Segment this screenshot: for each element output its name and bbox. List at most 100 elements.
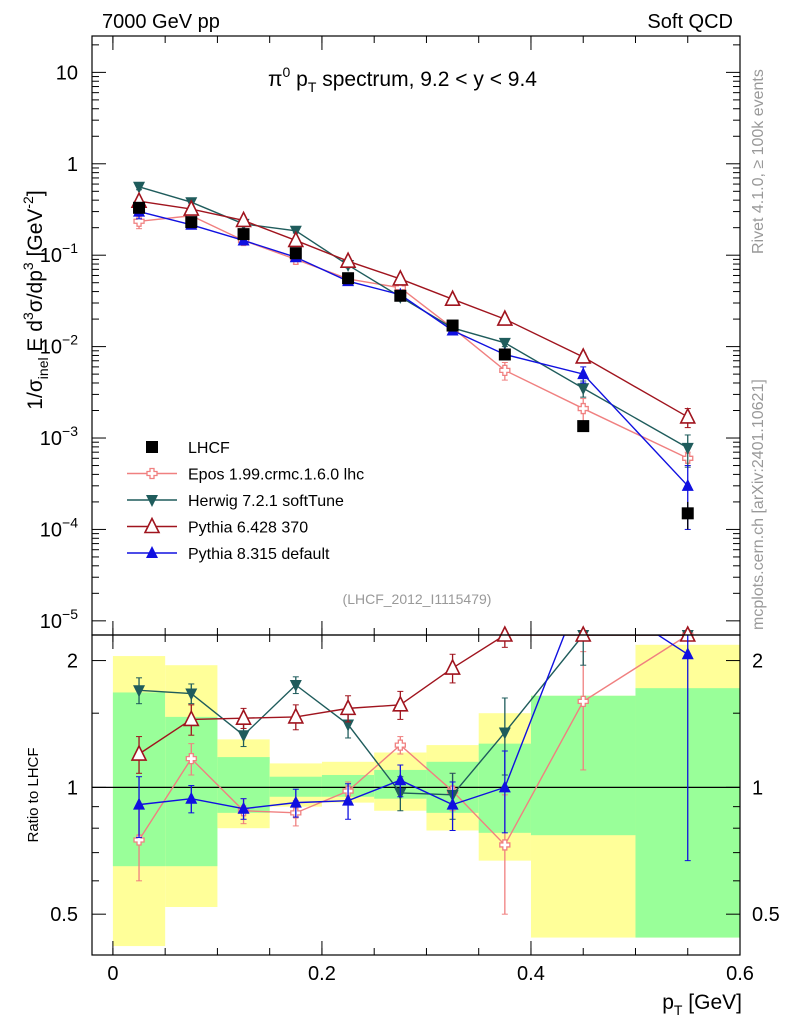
plot-title: π0 pT spectrum, 9.2 < y < 9.4 (268, 64, 537, 95)
point-pythia-6-428-370 (287, 230, 305, 248)
ratio-point-pythia-6-428-370 (574, 625, 592, 642)
ylabel-c: E d (24, 320, 47, 357)
ratio-point-pythia-8-315-default (289, 795, 302, 808)
legend-label-lhcf: LHCF (188, 440, 230, 457)
legend-marker-lhcf (146, 441, 158, 453)
legend-label-pythia-8-315-default: Pythia 8.315 default (188, 546, 330, 563)
y-tick-label: 1 (67, 154, 78, 176)
y-tick-exponent: −5 (62, 606, 78, 622)
point-pythia-6-428-370 (339, 251, 357, 268)
point-lhcf (185, 216, 198, 229)
point-lhcf (342, 272, 355, 285)
x-tick-label: 0 (107, 963, 118, 985)
point-pythia-6-428-370 (679, 407, 697, 424)
header-process: Soft QCD (647, 11, 733, 33)
ratio-point-herwig-7-2-1-softtune (133, 685, 146, 698)
ratio-point-epos-1-99-crmc-1-6-0-lhc (499, 839, 511, 851)
point-lhcf (289, 247, 302, 260)
y-tick-label: 10−5 (40, 606, 78, 633)
xlabel-main: p (662, 991, 674, 1014)
title-mid: p (290, 68, 308, 91)
point-pythia-6-428-370 (574, 347, 592, 364)
point-pythia-6-428-370 (182, 199, 200, 216)
header-energy: 7000 GeV pp (102, 11, 220, 33)
y-tick-exponent: −2 (62, 332, 78, 348)
ratio-point-pythia-8-315-default (237, 801, 250, 814)
legend-label-herwig-7-2-1-softtune: Herwig 7.2.1 softTune (188, 493, 344, 510)
plot-frames (91, 35, 741, 956)
y-tick-base: 10 (40, 245, 62, 267)
ylabel-d: 3 (20, 312, 36, 320)
legend-marker-herwig-7-2-1-softtune (146, 495, 158, 507)
ratio-tick-label-right: 0.5 (752, 904, 780, 926)
y-tick-exponent: −3 (62, 423, 78, 439)
x-tick-label: 0.2 (308, 963, 336, 985)
point-lhcf (394, 289, 407, 302)
legend-marker-epos-1-99-crmc-1-6-0-lhc (146, 467, 158, 480)
point-lhcf (446, 319, 459, 332)
point-epos-1-99-crmc-1-6-0-lhc (499, 364, 511, 376)
point-herwig-7-2-1-softtune (133, 181, 146, 194)
series-line-epos-1-99-crmc-1-6-0-lhc (138, 215, 689, 459)
ratio-tick-label: 1 (67, 777, 78, 799)
title-pre: π (268, 68, 283, 91)
y-tick-label: 10−2 (40, 332, 78, 359)
analysis-id: (LHCF_2012_I1115479) (343, 591, 492, 607)
ratio-point-herwig-7-2-1-softtune (498, 727, 511, 740)
ylabel-i: ] (24, 190, 47, 196)
x-axis-label: pT [GeV] (662, 991, 742, 1018)
series-line-herwig-7-2-1-softtune (138, 186, 689, 449)
point-lhcf (577, 420, 590, 433)
point-herwig-7-2-1-softtune (681, 442, 694, 455)
ratio-point-herwig-7-2-1-softtune (289, 679, 302, 692)
ratio-point-epos-1-99-crmc-1-6-0-lhc (577, 695, 589, 708)
y-tick-exponent: −1 (62, 240, 78, 256)
ratio-point-pythia-6-428-370 (182, 709, 200, 727)
ratio-point-pythia-8-315-default (394, 773, 407, 786)
y-tick-exponent: −4 (62, 514, 78, 530)
point-epos-1-99-crmc-1-6-0-lhc (577, 402, 589, 415)
xlabel-sub: T (674, 1002, 683, 1018)
ratio-point-pythia-6-428-370 (287, 707, 305, 724)
ratio-point-pythia-6-428-370 (444, 658, 461, 675)
mcplots-label: mcplots.cern.ch [arXiv:2401.10621] (750, 379, 767, 630)
ylabel-g: [GeV (24, 209, 47, 263)
ylabel-a: 1/σ (24, 379, 47, 410)
ratio-tick-label: 0.5 (50, 904, 78, 926)
y-tick-base: 10 (40, 519, 62, 541)
ylabel-f: 3 (20, 262, 36, 270)
ratio-point-pythia-8-315-default (681, 647, 694, 660)
y-axis-label: 1/σinel E d3σ/dp3 [GeV-2] (20, 190, 51, 409)
ylabel-h: -2 (20, 196, 36, 209)
ratio-tick-label-right: 1 (752, 777, 763, 799)
point-pythia-8-315-default (577, 367, 590, 380)
y-tick-label: 10 (56, 62, 78, 84)
point-lhcf (133, 201, 146, 214)
point-pythia-6-428-370 (392, 269, 409, 286)
point-lhcf (681, 507, 694, 520)
series-line-pythia-6-428-370 (138, 200, 689, 418)
ratio-point-herwig-7-2-1-softtune (185, 688, 198, 701)
ratio-point-pythia-6-428-370 (235, 708, 252, 725)
legend: LHCF Epos 1.99.crmc.1.6.0 lhc Herwig 7.2.1… (127, 440, 364, 563)
x-tick-label: 0.6 (726, 963, 754, 985)
legend-label-epos-1-99-crmc-1-6-0-lhc: Epos 1.99.crmc.1.6.0 lhc (188, 467, 364, 484)
point-herwig-7-2-1-softtune (577, 383, 590, 396)
y-tick-base: 10 (40, 611, 62, 633)
title-sup: 0 (283, 64, 291, 80)
ratio-point-pythia-8-315-default (342, 793, 355, 806)
point-lhcf (498, 348, 511, 361)
ratio-point-pythia-6-428-370 (339, 698, 357, 716)
ratio-tick-label: 2 (67, 651, 78, 673)
ratio-line-pythia-6-428-370 (138, 635, 688, 755)
y-tick-label: 10−1 (40, 240, 78, 267)
ratio-point-pythia-6-428-370 (392, 695, 409, 712)
xlabel-post: [GeV] (682, 991, 742, 1014)
title-post: spectrum, 9.2 < y < 9.4 (316, 68, 537, 91)
ylabel-b: inel (35, 357, 51, 379)
point-pythia-8-315-default (681, 478, 694, 491)
ratio-y-axis-label: Ratio to LHCF (25, 747, 42, 842)
ratio-tick-label-right: 2 (752, 651, 763, 673)
